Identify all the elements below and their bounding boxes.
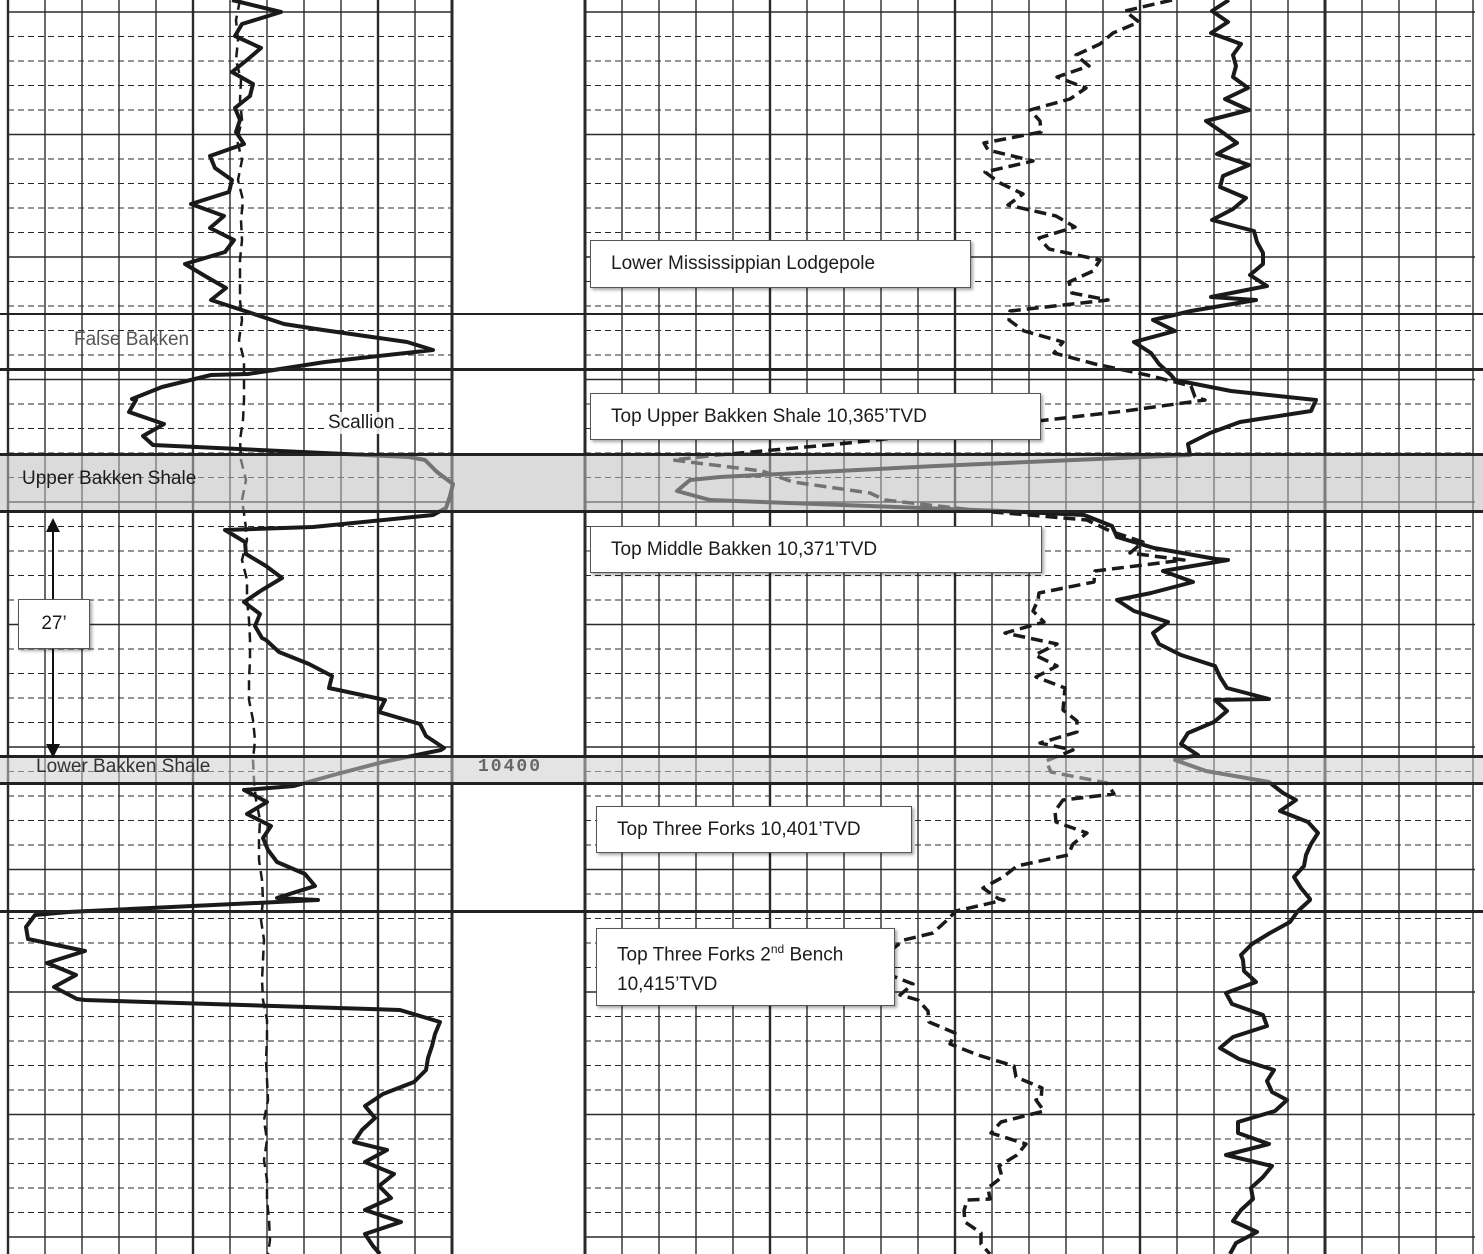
scallion-label: Scallion (324, 412, 399, 434)
second-bench-line (0, 910, 1483, 913)
upper-bakken-shale-label: Upper Bakken Shale (22, 468, 197, 489)
upper-bakken-top-label: Top Upper Bakken Shale 10,365’TVD (611, 405, 927, 427)
thickness-box: 27’ (18, 599, 90, 649)
second-bench-line1: Top Three Forks 2nd Bench (617, 942, 844, 966)
porosity-curve (671, 0, 1207, 1254)
lodgepole-box: Lower Mississippian Lodgepole (590, 240, 971, 288)
lower-bakken-shale-label: Lower Bakken Shale (36, 756, 211, 777)
upper-bakken-shale-band (0, 453, 1483, 513)
depth-marker-label: 10400 (478, 757, 543, 777)
log-grid (6, 0, 1475, 1254)
second-bench-top-box: Top Three Forks 2nd Bench 10,415’TVD (596, 928, 895, 1006)
three-forks-top-label: Top Three Forks 10,401’TVD (617, 818, 861, 840)
false-bakken-label: False Bakken (74, 329, 190, 350)
second-bench-line2: 10,415’TVD (617, 973, 718, 995)
gamma-ray-curve (24, 0, 455, 1254)
upper-bakken-top-box: Top Upper Bakken Shale 10,365’TVD (590, 393, 1041, 440)
middle-bakken-top-label: Top Middle Bakken 10,371’TVD (611, 538, 878, 560)
log-curves (24, 0, 1320, 1254)
false-bakken-band (0, 313, 1483, 371)
lower-bakken-shale-band (0, 755, 1483, 785)
reference-curve (234, 0, 272, 1254)
lodgepole-label: Lower Mississippian Lodgepole (611, 253, 876, 274)
resistivity-curve (675, 0, 1320, 1254)
thickness-label: 27’ (41, 613, 67, 634)
three-forks-top-box: Top Three Forks 10,401’TVD (596, 806, 912, 853)
middle-bakken-top-box: Top Middle Bakken 10,371’TVD (590, 526, 1042, 573)
